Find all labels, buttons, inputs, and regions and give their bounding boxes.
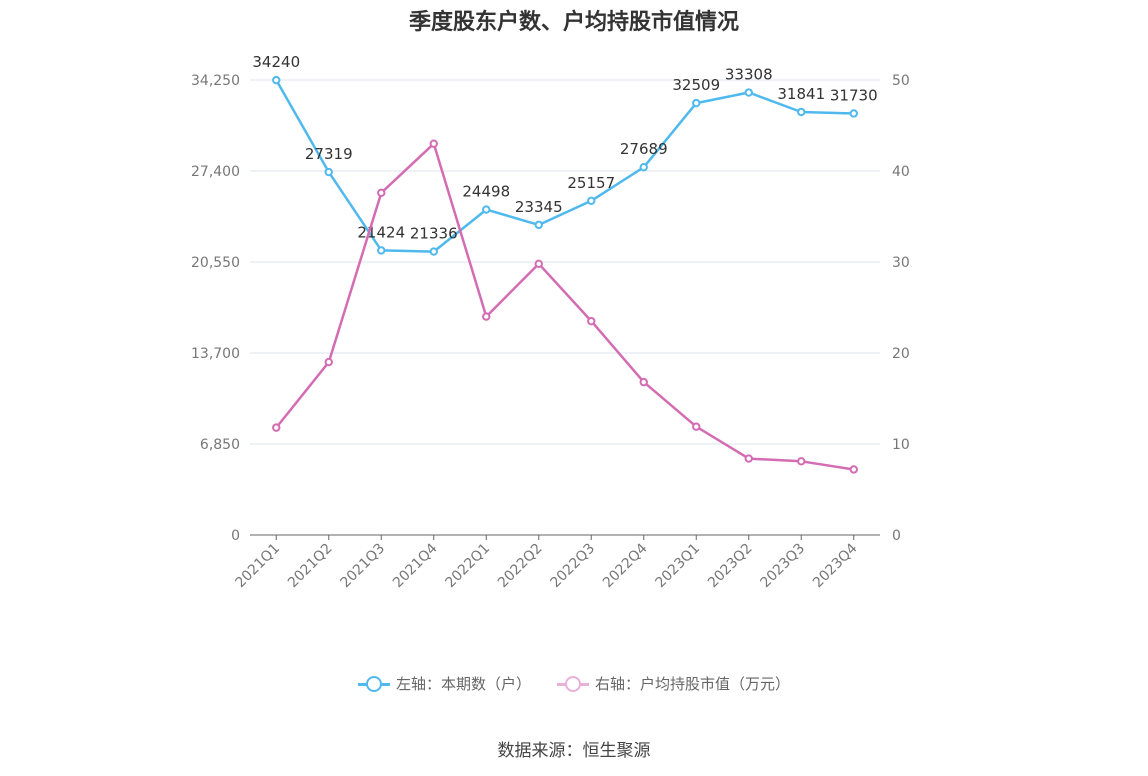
data-point-left [639,162,648,172]
data-point-left [429,247,438,256]
legend-swatch-right [557,674,589,694]
right-axis-tick-label: 50 [892,73,910,89]
series-line-right [275,142,854,471]
data-point-left [587,196,596,205]
data-label: 27689 [620,140,668,158]
legend-item-left[interactable]: 左轴：本期数（户） [357,673,531,694]
data-point-right [587,316,596,326]
data-point-left [797,107,806,117]
data-point-left [324,167,333,177]
right-axis-tick-label: 20 [892,346,910,362]
data-label: 33308 [725,66,773,84]
data-point-right [272,423,281,432]
left-axis-tick-label: 27,400 [191,164,240,180]
data-label: 21336 [410,225,458,243]
data-label: 31730 [830,86,878,104]
x-axis-tick-label: 2022Q2 [495,541,546,592]
series-line-left [275,79,854,253]
legend-label-right: 右轴：户均持股市值（万元） [595,675,791,693]
data-point-right [324,357,333,367]
legend-label-left: 左轴：本期数（户） [395,675,531,693]
data-label: 23345 [515,198,563,216]
data-point-left [849,109,858,118]
x-axis-tick-label: 2022Q4 [600,540,651,591]
x-axis-tick-label: 2023Q1 [652,541,703,592]
left-axis-tick-label: 34,250 [191,73,240,89]
data-point-right [534,259,543,269]
data-source: 数据来源：恒生聚源 [497,741,651,761]
data-point-left [482,205,491,214]
data-label: 24498 [462,183,510,201]
data-label: 27319 [305,145,353,163]
data-label: 32509 [672,76,720,94]
x-axis-tick-label: 2023Q3 [757,541,808,592]
data-point-right [639,377,648,387]
right-axis-tick-label: 30 [892,255,910,271]
data-point-left [692,98,701,108]
data-point-right [744,454,753,463]
data-point-right [482,312,491,321]
data-point-right [377,188,386,198]
x-axis-tick-label: 2022Q1 [442,541,493,592]
chart-legend: 左轴：本期数（户） 右轴：户均持股市值（万元） [0,673,1148,694]
left-axis-tick-label: 6,850 [200,437,240,453]
x-axis-tick-label: 2021Q4 [390,540,441,591]
data-label: 31841 [777,85,825,103]
x-axis-tick-label: 2021Q2 [285,541,336,592]
left-axis-tick-label: 0 [231,528,240,544]
chart-title: 季度股东户数、户均持股市值情况 [408,10,739,35]
data-point-right [429,139,438,148]
data-point-left [272,75,281,85]
legend-swatch-left [357,674,390,694]
data-point-left [744,88,753,97]
x-axis-tick-label: 2022Q3 [547,541,598,592]
data-point-right [692,422,701,431]
data-label: 34240 [252,53,300,71]
legend-item-right[interactable]: 右轴：户均持股市值（万元） [557,673,790,694]
x-axis-tick-label: 2021Q3 [337,541,388,592]
x-axis-tick-label: 2021Q1 [232,541,283,592]
x-axis-tick-label: 2023Q4 [810,540,861,591]
right-axis-tick-label: 40 [892,164,910,180]
data-label: 25157 [567,174,615,192]
data-point-left [377,246,386,255]
right-axis-tick-label: 10 [892,437,910,453]
data-point-right [797,457,806,466]
data-point-right [849,465,858,474]
x-axis-tick-label: 2023Q2 [705,541,756,592]
left-axis-tick-label: 20,550 [191,255,240,271]
right-axis-tick-label: 0 [892,528,901,544]
data-point-left [534,220,543,230]
left-axis-tick-label: 13,700 [191,346,240,362]
data-label: 21424 [357,223,405,241]
